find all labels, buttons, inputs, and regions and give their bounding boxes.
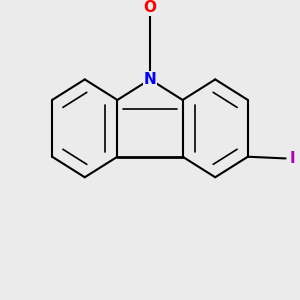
Text: O: O bbox=[143, 0, 157, 15]
Text: N: N bbox=[144, 72, 156, 87]
Text: I: I bbox=[290, 151, 296, 166]
